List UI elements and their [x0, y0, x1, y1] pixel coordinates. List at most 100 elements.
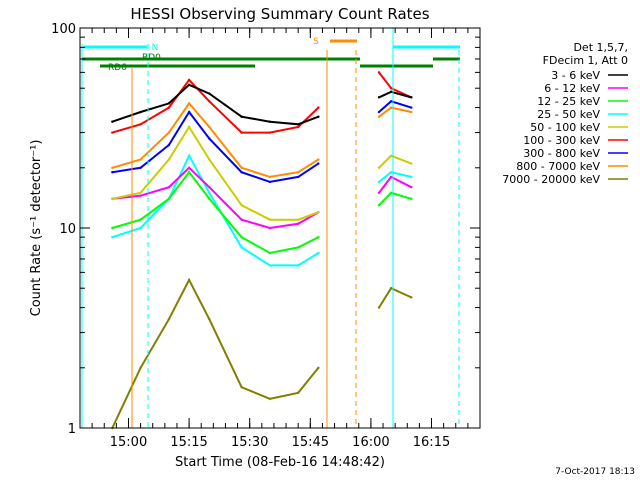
legend-header-line2: FDecim 1, Att 0	[543, 54, 628, 67]
series-line-7000-20000-kev	[111, 277, 320, 429]
series-line-7000-20000-kev-b	[378, 286, 412, 309]
y-axis-label: Count Rate (s⁻¹ detector⁻¹)	[29, 140, 44, 317]
series-point	[167, 143, 171, 147]
series-point	[317, 210, 320, 214]
series-point	[296, 175, 300, 179]
series-point	[410, 110, 413, 114]
series-point	[268, 218, 272, 221]
series-point	[240, 385, 243, 389]
series-point	[208, 197, 211, 200]
series-line-12-25-kev	[112, 170, 319, 255]
series-point	[296, 222, 300, 225]
series-point	[377, 180, 381, 184]
series-point	[317, 106, 320, 109]
series-point	[167, 197, 171, 200]
series-point	[111, 120, 114, 123]
series-point	[296, 246, 300, 249]
x-tick-label: 15:15	[170, 435, 207, 450]
series-point	[317, 115, 320, 118]
series-point	[296, 264, 300, 267]
series-point	[240, 115, 243, 118]
y-tick-label: 1	[68, 422, 76, 437]
chart-title: HESSI Observing Summary Count Rates	[130, 5, 429, 23]
series-point	[377, 115, 381, 118]
axis-layer: 15:00 15:15 15:30 15:45 16:00 16:15 1 10 100	[51, 22, 481, 450]
series-point	[389, 87, 393, 90]
series-point	[268, 180, 272, 184]
series-point	[268, 175, 272, 179]
legend-label: 6 - 12 keV	[544, 82, 600, 95]
legend-label: 100 - 300 keV	[523, 134, 600, 147]
series-point	[208, 185, 211, 189]
legend-label: 7000 - 20000 keV	[502, 173, 600, 186]
series-point	[187, 166, 191, 169]
series-point	[139, 123, 142, 126]
series-point	[389, 191, 393, 194]
series-point	[208, 100, 211, 103]
series-point	[139, 110, 142, 114]
series-point	[111, 166, 114, 169]
series-point	[208, 92, 211, 95]
series-point	[111, 171, 114, 174]
series-point	[111, 131, 114, 134]
series-point	[268, 226, 272, 230]
series-point	[139, 366, 142, 369]
series-point	[139, 226, 142, 230]
series-point	[410, 296, 413, 299]
series-point	[240, 171, 243, 174]
legend-label: 50 - 100 keV	[530, 121, 600, 134]
x-axis-label: Start Time (08-Feb-16 14:48:42)	[175, 455, 385, 470]
series-point	[410, 185, 413, 189]
series-point	[208, 125, 211, 129]
series-point	[410, 162, 413, 165]
series-point	[389, 287, 393, 290]
series-point	[410, 106, 413, 109]
series-point	[187, 154, 191, 157]
series-point	[268, 251, 272, 255]
series-point	[389, 175, 393, 179]
series-point	[377, 96, 381, 99]
series-point	[377, 166, 381, 169]
series-point	[240, 235, 243, 239]
legend-label: 800 - 7000 keV	[516, 160, 600, 173]
x-tick-label: 15:30	[231, 435, 268, 450]
legend-label: 3 - 6 keV	[551, 69, 600, 82]
series-point	[296, 123, 300, 126]
timestamp: 7-Oct-2017 18:13	[555, 467, 635, 477]
series-point	[410, 96, 413, 99]
x-tick-label: 15:00	[110, 435, 147, 450]
series-point	[167, 131, 171, 134]
annotation-rd0: RD0	[142, 53, 161, 63]
series-point	[317, 235, 320, 239]
series-point	[377, 191, 381, 194]
legend-label: 25 - 50 keV	[537, 108, 600, 121]
series-point	[187, 110, 191, 114]
series-point	[208, 317, 211, 321]
series-point	[187, 83, 191, 86]
series-point	[208, 158, 211, 161]
series-point	[187, 102, 191, 105]
series-point	[296, 391, 300, 394]
series-line-3-6-kev	[111, 83, 319, 126]
series-point	[187, 125, 191, 129]
series-point	[296, 218, 300, 221]
series-point	[208, 191, 211, 194]
y-tick-label: 10	[59, 222, 76, 237]
series-point	[167, 106, 171, 109]
series-point	[167, 317, 171, 321]
series-point	[167, 158, 171, 161]
series-point	[389, 171, 393, 174]
series-point	[187, 78, 191, 82]
series-point	[389, 100, 393, 103]
annotation-rd6: RD6	[108, 63, 127, 73]
annotation-s: S	[313, 37, 319, 47]
x-tick-label: 16:00	[352, 435, 389, 450]
series-point	[167, 102, 171, 105]
series-point	[167, 185, 171, 189]
series-point	[317, 366, 320, 369]
series-point	[410, 197, 413, 200]
series-point	[240, 131, 243, 134]
series-point	[389, 90, 393, 93]
